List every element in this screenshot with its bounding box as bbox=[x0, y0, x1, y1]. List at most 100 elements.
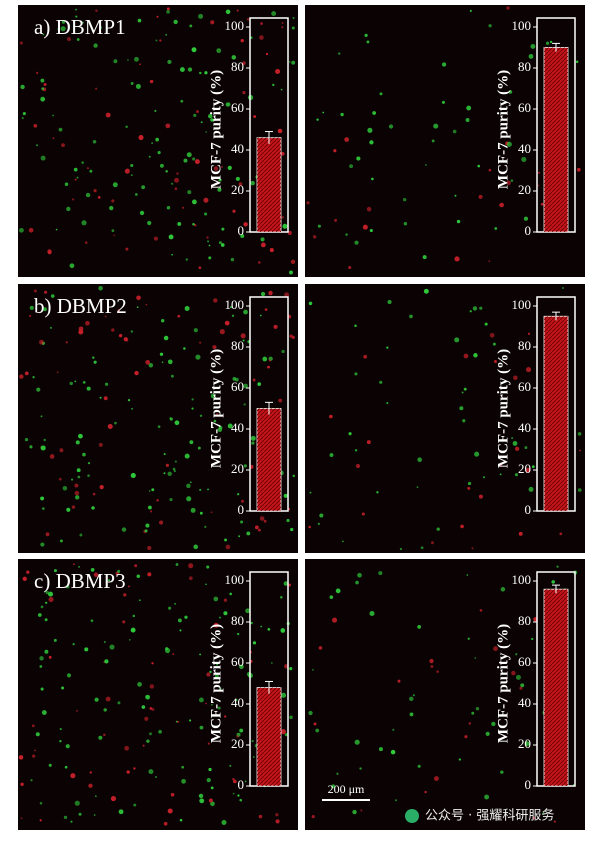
cell bbox=[206, 778, 211, 783]
cell bbox=[466, 105, 472, 111]
cell bbox=[205, 702, 207, 705]
y-tick-label: 0 bbox=[525, 223, 532, 238]
cell bbox=[214, 674, 219, 678]
y-axis-label: MCF-7 purity (%) bbox=[208, 624, 224, 743]
cell bbox=[125, 125, 128, 129]
cell bbox=[123, 593, 127, 597]
cell bbox=[64, 182, 69, 186]
cell bbox=[354, 739, 360, 745]
cell bbox=[19, 374, 24, 379]
cell bbox=[104, 315, 107, 318]
cell bbox=[136, 574, 141, 579]
cell bbox=[242, 339, 245, 342]
cell bbox=[479, 609, 483, 612]
cell bbox=[218, 178, 222, 182]
cell bbox=[22, 576, 27, 581]
cell bbox=[76, 176, 79, 179]
cell bbox=[280, 729, 286, 735]
y-tick-label: 100 bbox=[512, 18, 532, 33]
cell bbox=[236, 735, 239, 738]
cell bbox=[283, 581, 289, 586]
cell bbox=[78, 433, 83, 439]
cell bbox=[284, 292, 290, 298]
cell bbox=[417, 625, 422, 629]
cell bbox=[33, 123, 38, 128]
cell bbox=[191, 407, 194, 410]
cell bbox=[134, 56, 139, 62]
cell bbox=[41, 87, 45, 91]
cell bbox=[159, 163, 164, 168]
cell bbox=[103, 708, 107, 712]
cell bbox=[157, 151, 161, 155]
cell bbox=[431, 139, 435, 143]
cell bbox=[166, 7, 170, 11]
cell bbox=[537, 171, 540, 174]
cell bbox=[475, 707, 480, 711]
cell bbox=[168, 234, 174, 240]
cell bbox=[24, 371, 29, 376]
cell bbox=[210, 118, 214, 122]
cell bbox=[71, 478, 74, 481]
cell bbox=[137, 681, 142, 687]
cell bbox=[145, 359, 151, 365]
cell bbox=[85, 241, 88, 244]
cell bbox=[210, 393, 216, 399]
cell bbox=[431, 541, 434, 545]
cell bbox=[156, 499, 159, 502]
cell bbox=[48, 763, 52, 767]
cell bbox=[59, 448, 64, 453]
cell bbox=[281, 692, 287, 698]
cell bbox=[52, 137, 55, 139]
cell bbox=[489, 332, 495, 338]
cell bbox=[167, 59, 172, 65]
cell bbox=[378, 747, 383, 752]
cell bbox=[98, 442, 103, 447]
cell bbox=[506, 180, 511, 186]
cell bbox=[469, 9, 472, 12]
cell bbox=[53, 569, 57, 573]
cell bbox=[66, 206, 71, 212]
cell bbox=[238, 535, 241, 538]
cell bbox=[174, 177, 179, 183]
cell bbox=[40, 155, 46, 161]
cell bbox=[147, 545, 152, 551]
cell bbox=[59, 740, 62, 743]
cell bbox=[199, 488, 202, 492]
cell bbox=[225, 544, 231, 550]
cell bbox=[48, 596, 54, 603]
cell bbox=[181, 765, 185, 769]
cell bbox=[153, 236, 158, 241]
y-tick-label: 40 bbox=[231, 141, 244, 156]
cell bbox=[103, 640, 106, 644]
y-tick-label: 0 bbox=[525, 777, 532, 792]
cell bbox=[198, 793, 204, 799]
cell bbox=[254, 525, 259, 530]
cell bbox=[390, 749, 396, 755]
cell bbox=[528, 53, 534, 59]
cell bbox=[243, 383, 248, 389]
cell bbox=[317, 522, 320, 525]
cell bbox=[176, 172, 179, 175]
cell bbox=[148, 363, 154, 368]
cell bbox=[126, 770, 130, 774]
cell bbox=[85, 320, 90, 326]
cell bbox=[44, 290, 48, 294]
cell bbox=[139, 63, 142, 66]
cell bbox=[369, 610, 375, 617]
cell bbox=[169, 417, 173, 421]
cell bbox=[186, 483, 191, 489]
cell bbox=[508, 90, 513, 94]
cell bbox=[117, 569, 121, 573]
cell bbox=[409, 696, 414, 702]
cell bbox=[217, 706, 221, 710]
cell bbox=[510, 179, 514, 182]
cell bbox=[240, 520, 244, 524]
cell bbox=[204, 71, 208, 75]
cell bbox=[71, 505, 76, 509]
cell bbox=[268, 359, 272, 362]
cell bbox=[316, 118, 319, 121]
y-tick-label: 60 bbox=[231, 379, 244, 394]
cell bbox=[271, 11, 277, 17]
cell bbox=[208, 767, 212, 772]
cell bbox=[263, 519, 267, 523]
